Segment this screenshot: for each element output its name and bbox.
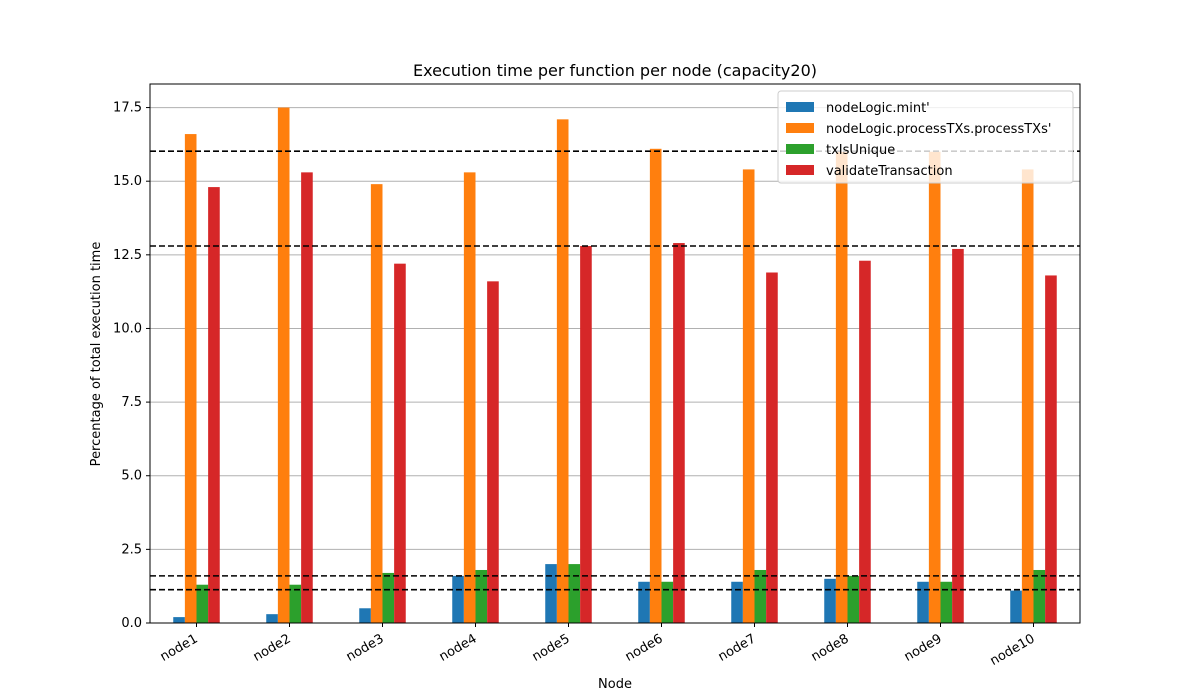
- bar-node7-series-1: [731, 581, 743, 623]
- bar-node6-series-1: [638, 581, 650, 623]
- y-axis-ticks: 0.0 2.5 5.0 7.5 10.0 12.5 15.0 17.5: [113, 101, 150, 631]
- y-tick-label: 12.5: [113, 248, 142, 263]
- y-tick-label: 7.5: [121, 395, 142, 410]
- bar-node3-series-2: [370, 184, 383, 623]
- x-tick-label: node1: [158, 631, 201, 664]
- bar-node4-series-2: [463, 172, 476, 623]
- bar-node9-series-3: [940, 581, 953, 623]
- y-tick-label: 17.5: [113, 101, 142, 116]
- legend-entry-label: nodeLogic.processTXs.processTXs': [826, 122, 1051, 137]
- bar-node2-series-2: [277, 107, 290, 623]
- legend-entry-label: validateTransaction: [826, 164, 953, 179]
- y-tick-label: 0.0: [121, 616, 142, 631]
- reference-lines: [150, 150, 1080, 591]
- bar-node6-series-3: [661, 581, 674, 623]
- x-tick-label: node9: [902, 631, 945, 664]
- bar-node3-series-3: [382, 572, 395, 623]
- x-tick-label: node7: [716, 631, 759, 664]
- bar-node8-series-1: [824, 578, 836, 623]
- bar-node5-series-1: [545, 564, 557, 623]
- bar-node5-series-2: [556, 119, 569, 623]
- legend: nodeLogic.mint' nodeLogic.processTXs.proc…: [777, 90, 1074, 184]
- chart-title: Execution time per function per node (ca…: [413, 61, 817, 80]
- bar-node5-series-4: [580, 245, 592, 623]
- legend-swatch: [786, 144, 814, 154]
- y-tick-label: 5.0: [121, 469, 142, 484]
- bar-node7-series-4: [766, 272, 778, 623]
- x-axis-ticks: node1 node2 node3 node4 node5 node6 node7 node8…: [158, 623, 1038, 669]
- bar-node6-series-2: [649, 148, 662, 623]
- x-tick-label: node6: [623, 631, 666, 664]
- bar-node7-series-3: [754, 569, 767, 623]
- bar-node9-series-2: [928, 151, 941, 623]
- bar-node10-series-3: [1033, 569, 1046, 623]
- plot-area-frame: [149, 83, 1081, 624]
- bar-node10-series-1: [1010, 590, 1022, 623]
- bar-node2-series-4: [301, 172, 313, 623]
- bar-node3-series-4: [394, 263, 406, 623]
- bar-node5-series-3: [568, 564, 581, 623]
- legend-swatch: [786, 102, 814, 112]
- x-tick-label: node5: [530, 631, 573, 664]
- x-axis-label: Node: [598, 677, 632, 692]
- legend-swatch: [786, 165, 814, 175]
- bar-node6-series-4: [673, 243, 685, 623]
- x-tick-label: node4: [437, 631, 480, 664]
- bar-node4-series-1: [452, 575, 464, 623]
- bars: [173, 107, 1057, 624]
- y-axis-label: Percentage of total execution time: [89, 242, 104, 467]
- bar-node8-series-3: [847, 575, 860, 623]
- bar-node3-series-1: [359, 608, 371, 623]
- y-tick-label: 15.0: [113, 174, 142, 189]
- bar-node2-series-1: [266, 614, 278, 623]
- y-tick-label: 10.0: [113, 321, 142, 336]
- bar-node8-series-4: [859, 260, 871, 623]
- bar-node2-series-3: [289, 584, 302, 623]
- bar-node9-series-1: [917, 581, 929, 623]
- bar-node1-series-3: [196, 584, 209, 623]
- legend-box: [777, 90, 1074, 184]
- x-tick-label: node10: [988, 631, 1038, 668]
- y-tick-label: 2.5: [121, 542, 142, 557]
- bar-node4-series-3: [475, 569, 488, 623]
- x-tick-label: node8: [809, 631, 852, 664]
- bar-node7-series-2: [742, 169, 755, 624]
- bar-node1-series-1: [173, 617, 185, 623]
- bar-node1-series-2: [184, 134, 197, 623]
- bar-node1-series-4: [208, 187, 220, 623]
- legend-entry-label: txIsUnique: [826, 143, 895, 158]
- x-tick-label: node2: [251, 631, 294, 664]
- bar-node8-series-2: [835, 151, 848, 623]
- x-tick-label: node3: [344, 631, 387, 664]
- legend-swatch: [786, 123, 814, 133]
- bar-node10-series-2: [1021, 169, 1034, 624]
- bar-node4-series-4: [487, 281, 499, 623]
- legend-entry-label: nodeLogic.mint': [826, 101, 930, 116]
- bar-node10-series-4: [1045, 275, 1057, 623]
- bar-node9-series-4: [952, 248, 964, 624]
